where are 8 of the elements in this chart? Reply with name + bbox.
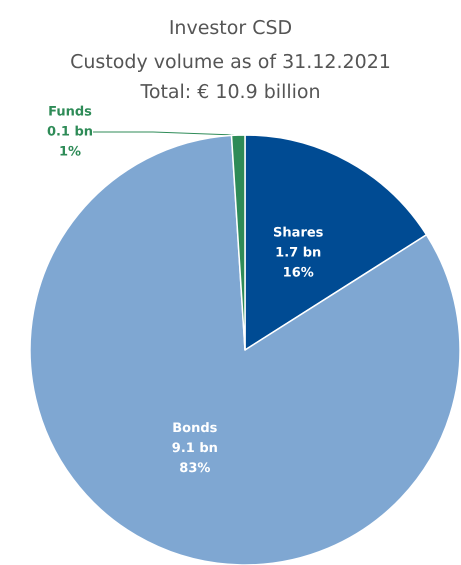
chart-title: Investor CSD — [168, 17, 292, 39]
data-label: 9.1 bn 83% — [172, 440, 218, 476]
slice-label: Shares — [273, 226, 324, 241]
slice-label: Funds — [48, 104, 92, 120]
slice-label: Bonds — [172, 420, 218, 436]
data-label: 0.1 bn 1% — [46, 124, 94, 160]
data-label: 1.7 bn 16% — [275, 246, 322, 281]
chart-subtitle: Custody volume as of 31.12.2021 Total: € 10.9 billion — [70, 51, 391, 103]
